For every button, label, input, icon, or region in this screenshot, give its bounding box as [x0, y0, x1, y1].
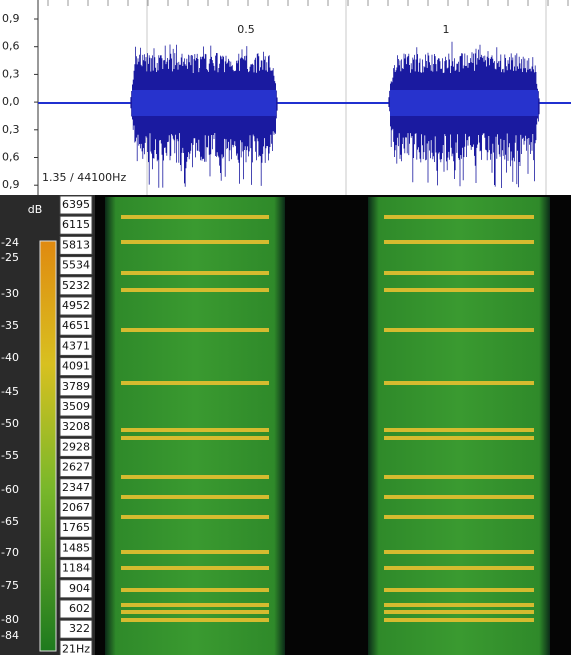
harmonic-line: [384, 328, 534, 332]
amplitude-label: 0,9: [2, 178, 20, 191]
harmonic-line: [121, 288, 269, 292]
harmonic-line: [384, 588, 534, 592]
db-label: -60: [1, 483, 19, 496]
harmonic-line: [384, 215, 534, 219]
frequency-label: 2347: [62, 481, 90, 494]
color-bar: [40, 241, 56, 651]
amplitude-label: 0,3: [2, 67, 20, 80]
harmonic-line: [121, 428, 269, 432]
harmonic-line: [121, 328, 269, 332]
frequency-label: 602: [69, 602, 90, 615]
amplitude-label: 0,9: [2, 12, 20, 25]
frequency-label: 1765: [62, 521, 90, 534]
spectrogram-block: [368, 197, 550, 655]
harmonic-line: [121, 618, 269, 622]
db-label: -65: [1, 515, 19, 528]
harmonic-line: [121, 240, 269, 244]
frequency-label: 904: [69, 582, 90, 595]
harmonic-line: [121, 271, 269, 275]
frequency-label: 4371: [62, 339, 90, 352]
frequency-label: 4651: [62, 319, 90, 332]
harmonic-line: [121, 475, 269, 479]
waveform-core: [132, 90, 276, 116]
db-label: -70: [1, 546, 19, 559]
harmonic-line: [121, 550, 269, 554]
harmonic-line: [384, 428, 534, 432]
harmonic-line: [121, 603, 269, 607]
frequency-label: 3789: [62, 380, 90, 393]
frequency-label: 4952: [62, 299, 90, 312]
harmonic-line: [121, 566, 269, 570]
harmonic-line: [121, 436, 269, 440]
db-label: -35: [1, 319, 19, 332]
harmonic-line: [121, 610, 269, 614]
page: dB 1.35 / 44100Hz 0,9 0,6 0,3 0,0 0,3 0,6 0,9 0…: [0, 0, 571, 655]
harmonic-line: [384, 618, 534, 622]
status: 1.35 / 44100Hz: [42, 171, 126, 184]
db-label: -84: [1, 629, 19, 642]
amplitude-label: 0,6: [2, 151, 20, 164]
db-label: -24: [1, 236, 19, 249]
harmonic-line: [121, 588, 269, 592]
db-label: -40: [1, 351, 19, 364]
db-label: -75: [1, 579, 19, 592]
harmonic-line: [384, 603, 534, 607]
spectrogram-block: [105, 197, 285, 655]
frequency-label: 5813: [62, 238, 90, 251]
harmonic-line: [384, 271, 534, 275]
harmonic-line: [121, 215, 269, 219]
frequency-label: 6395: [62, 198, 90, 211]
harmonic-line: [384, 566, 534, 570]
harmonic-line: [384, 610, 534, 614]
frequency-label: 2067: [62, 501, 90, 514]
amplitude-label: 0,0: [2, 95, 20, 108]
frequency-label: 21Hz: [62, 642, 90, 655]
frequency-label: 3208: [62, 420, 90, 433]
harmonic-line: [384, 515, 534, 519]
harmonic-line: [384, 240, 534, 244]
frequency-label: 4091: [62, 360, 90, 373]
db-label: -25: [1, 251, 19, 264]
harmonic-line: [384, 436, 534, 440]
audio-view: dB 1.35 / 44100Hz 0,9 0,6 0,3 0,0 0,3 0,6 0,9 0…: [0, 0, 571, 655]
harmonic-line: [384, 475, 534, 479]
harmonic-line: [121, 495, 269, 499]
harmonic-line: [121, 381, 269, 385]
frequency-label: 3509: [62, 400, 90, 413]
frequency-label: 1485: [62, 541, 90, 554]
db-label: -30: [1, 287, 19, 300]
db-label: -80: [1, 613, 19, 626]
db-title: dB: [28, 203, 43, 216]
time-label: 1: [443, 23, 450, 36]
amplitude-label: 0,3: [2, 123, 20, 136]
frequency-label: 2627: [62, 461, 90, 474]
frequency-label: 5232: [62, 279, 90, 292]
harmonic-line: [384, 495, 534, 499]
harmonic-line: [384, 288, 534, 292]
frequency-label: 322: [69, 622, 90, 635]
amplitude-label: 0,6: [2, 40, 20, 53]
frequency-label: 6115: [62, 218, 90, 231]
db-label: -45: [1, 385, 19, 398]
harmonic-line: [384, 550, 534, 554]
frequency-label: 1184: [62, 562, 90, 575]
waveform-core: [390, 90, 538, 116]
time-label: 0.5: [237, 23, 255, 36]
db-label: -50: [1, 417, 19, 430]
frequency-label: 5534: [62, 259, 90, 272]
frequency-label: 2928: [62, 440, 90, 453]
db-label: -55: [1, 449, 19, 462]
harmonic-line: [384, 381, 534, 385]
harmonic-line: [121, 515, 269, 519]
